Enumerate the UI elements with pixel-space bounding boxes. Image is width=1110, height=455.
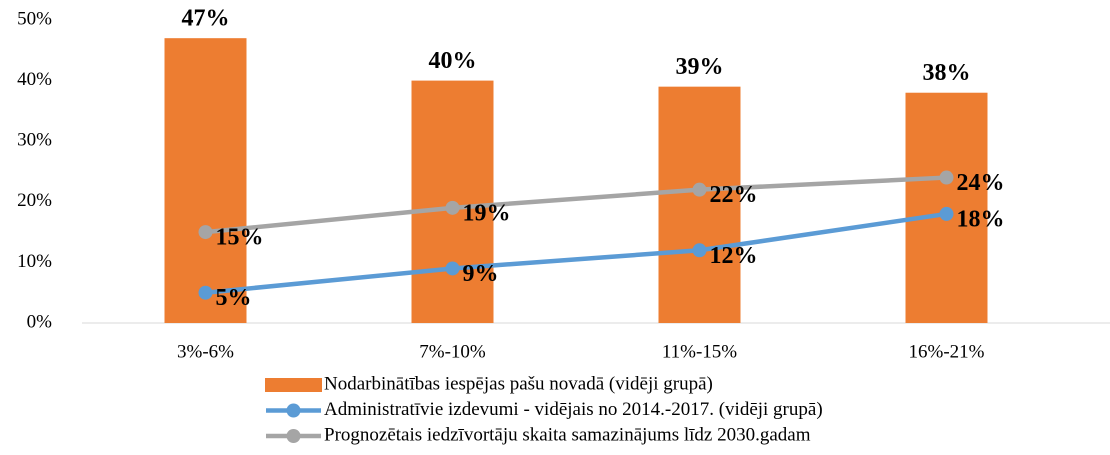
point [445,200,460,215]
data-label: 47% [182,6,230,32]
legend-swatch [286,403,301,418]
line [203,175,949,235]
y-tick-label: 30% [17,130,52,151]
data-label: 24% [957,170,1005,196]
y-tick-label: 10% [17,251,52,272]
data-label: 9% [463,261,499,287]
point [939,206,954,221]
y-tick-label: 40% [17,69,52,90]
point [939,170,954,185]
data-label: 40% [429,48,477,74]
x-tick-label: 16%-21% [909,341,985,362]
data-label: 39% [676,54,724,80]
point [198,225,213,240]
line [203,211,949,295]
y-tick-label: 20% [17,190,52,211]
data-label: 38% [923,60,971,86]
legend-swatch [265,378,322,392]
y-tick-label: 0% [27,311,53,332]
x-tick-label: 11%-15% [662,341,737,362]
data-label: 22% [710,182,758,208]
y-tick-label: 50% [17,8,52,29]
point [445,261,460,276]
legend-label: Prognozētais iedzīvortāju skaita samazin… [324,424,811,445]
point [692,182,707,197]
data-label: 12% [710,243,758,269]
point [198,285,213,300]
data-label: 15% [216,225,264,251]
point [692,243,707,258]
bar [658,86,741,323]
legend-swatch [286,429,301,443]
data-label: 19% [463,200,511,226]
data-label: 18% [957,206,1005,232]
x-tick-label: 3%-6% [177,341,234,362]
data-label: 5% [216,285,252,311]
x-tick-label: 7%-10% [419,341,486,362]
bar [164,38,247,324]
legend-label: Administratīvie izdevumi - vidējais no 2… [324,399,823,420]
legend-label: Nodarbinātības iespējas pašu novadā (vid… [324,373,713,394]
